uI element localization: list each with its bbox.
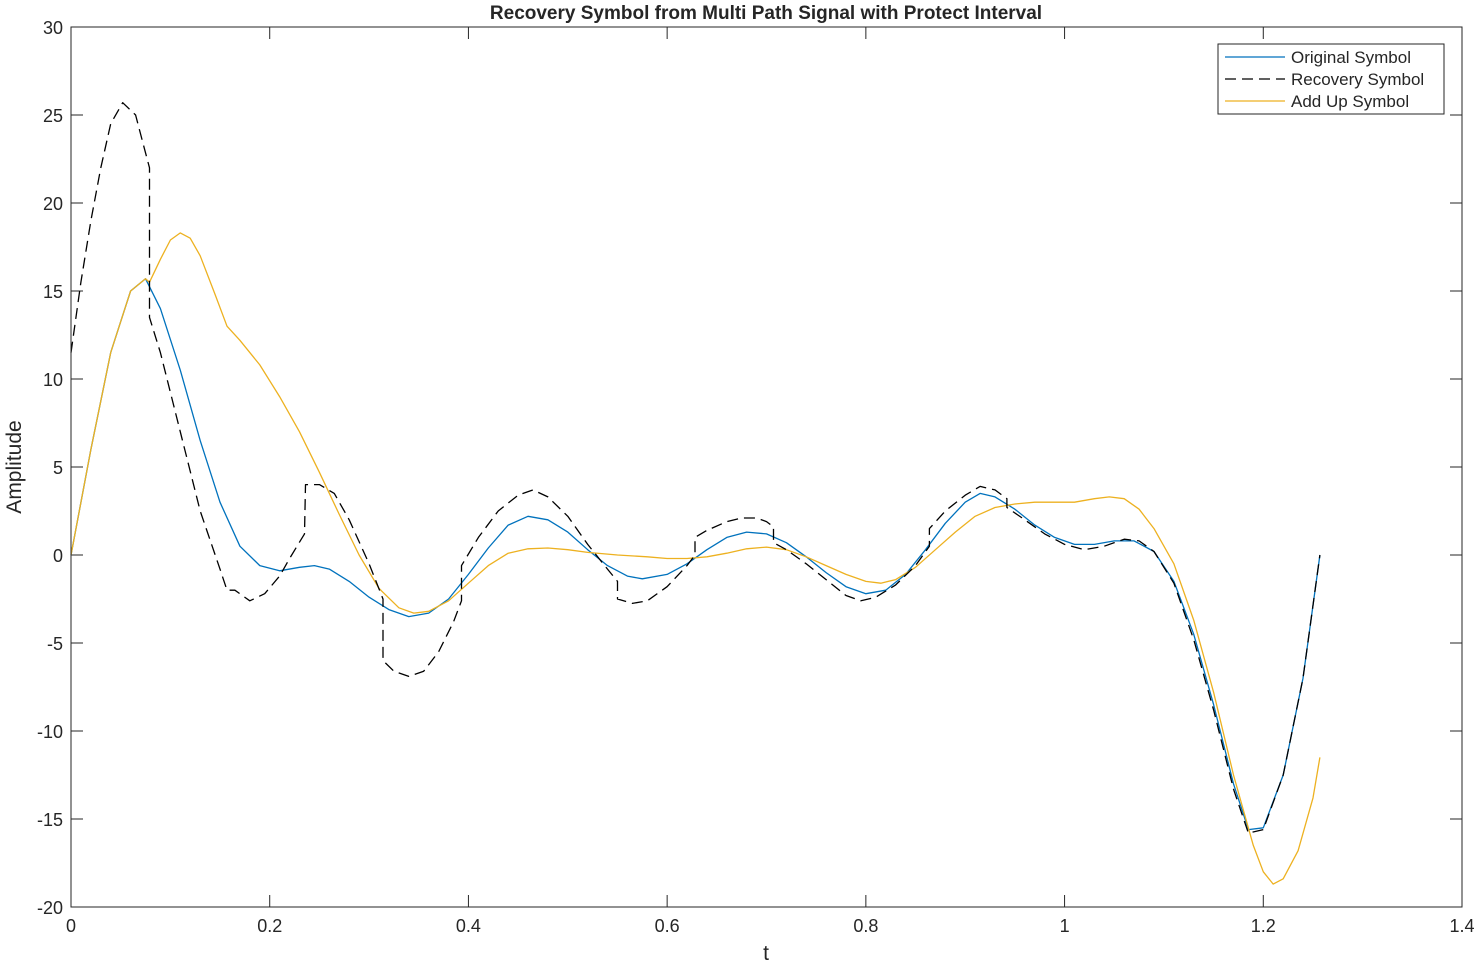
y-axis-label: Amplitude (3, 420, 26, 513)
legend-label: Add Up Symbol (1291, 92, 1409, 111)
y-tick-label: -20 (37, 898, 63, 918)
y-tick-label: -5 (47, 634, 63, 654)
y-tick-label: 30 (43, 18, 63, 38)
series-lines (70, 102, 1321, 885)
series-line-original-symbol (70, 278, 1321, 831)
series-line-recovery-symbol (70, 102, 1321, 834)
y-tick-label: 15 (43, 282, 63, 302)
x-tick-label: 1 (1060, 916, 1070, 936)
x-tick-label: 1.2 (1251, 916, 1276, 936)
x-tick-label: 0.4 (456, 916, 481, 936)
x-axis-ticks: 0 0.2 0.4 0.6 0.8 1 1.2 1.4 (66, 27, 1475, 936)
legend: Original Symbol Recovery Symbol Add Up Sym… (1217, 43, 1445, 115)
y-tick-label: 10 (43, 370, 63, 390)
x-tick-label: 1.4 (1449, 916, 1474, 936)
y-tick-label: 25 (43, 106, 63, 126)
x-axis-label: t (763, 942, 769, 963)
legend-box (1217, 43, 1445, 115)
plot-frame (70, 26, 1463, 908)
chart-title: Recovery Symbol from Multi Path Signal w… (490, 3, 1042, 24)
y-tick-label: 5 (53, 458, 63, 478)
y-axis-ticks: -20 -15 -10 -5 0 5 10 15 20 25 30 (37, 18, 1462, 918)
legend-label: Recovery Symbol (1291, 70, 1424, 89)
x-tick-label: 0.2 (257, 916, 282, 936)
legend-label: Original Symbol (1291, 48, 1411, 67)
x-tick-label: 0.8 (853, 916, 878, 936)
y-tick-label: 0 (53, 546, 63, 566)
y-tick-label: -15 (37, 810, 63, 830)
x-tick-label: 0 (66, 916, 76, 936)
series-line-add-up-symbol (70, 232, 1321, 885)
y-tick-label: 20 (43, 194, 63, 214)
plot-background (71, 27, 1462, 907)
y-tick-label: -10 (37, 722, 63, 742)
x-tick-label: 0.6 (655, 916, 680, 936)
